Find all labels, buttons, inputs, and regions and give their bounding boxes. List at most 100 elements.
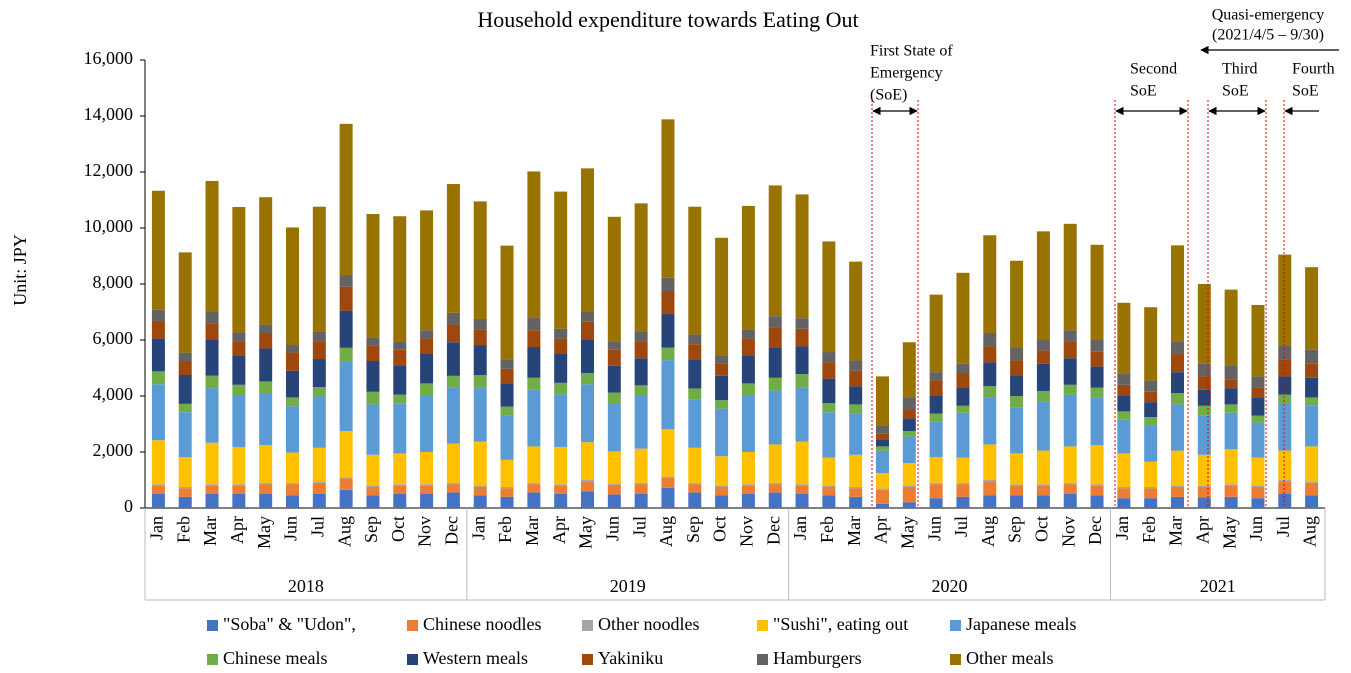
bar-segment <box>259 494 273 508</box>
bar-segment <box>312 396 326 448</box>
bar-segment <box>420 383 434 396</box>
bar-segment <box>1224 388 1238 405</box>
bar-segment <box>473 201 487 319</box>
bar-segment <box>581 481 594 492</box>
bar-segment <box>259 381 273 395</box>
bar-segment <box>983 362 997 387</box>
bar-segment <box>902 436 916 464</box>
bar-segment <box>312 331 326 342</box>
bar-segment <box>500 383 514 407</box>
annotation-text: Third <box>1222 61 1258 78</box>
x-tick-label: Sep <box>361 516 381 543</box>
bar-segment <box>420 494 434 508</box>
bar-segment <box>1305 446 1319 482</box>
bar-segment <box>741 355 755 384</box>
bar-segment <box>286 452 299 483</box>
bar-segment <box>715 485 729 487</box>
y-axis-label: Unit: JPY <box>10 234 30 306</box>
bar-segment <box>849 360 863 371</box>
bar-segment <box>1251 415 1265 423</box>
bar-segment <box>286 397 299 407</box>
bar-segment <box>1171 341 1184 354</box>
bar-segment <box>1010 360 1024 376</box>
legend-label: "Soba" & "Udon", <box>223 614 356 634</box>
bar-segment <box>822 352 836 363</box>
bar-segment <box>205 485 219 494</box>
bar-segment <box>554 484 568 486</box>
bar-segment <box>902 502 916 508</box>
bar-segment <box>178 252 192 353</box>
bar-segment <box>688 334 702 345</box>
bar-segment <box>1197 415 1211 455</box>
bar-segment <box>151 494 165 508</box>
bar-segment <box>393 494 407 508</box>
legend-swatch <box>950 654 961 665</box>
bar-segment <box>393 216 407 342</box>
x-tick-label: Mar <box>200 516 220 546</box>
bar-segment <box>1251 376 1265 388</box>
bar-segment <box>151 371 165 385</box>
bar-segment <box>688 359 702 389</box>
bar-segment <box>715 400 729 409</box>
bar-segment <box>339 347 353 362</box>
bar-segment <box>1063 341 1077 359</box>
bar-segment <box>1090 340 1104 352</box>
bar-segment <box>312 341 326 360</box>
bar-segment <box>956 496 970 508</box>
bar-segment <box>286 406 299 453</box>
bar-segment <box>1171 496 1184 508</box>
bar-segment <box>366 337 380 346</box>
bar-segment <box>1251 397 1265 416</box>
bar-segment <box>205 494 219 508</box>
x-tick-label: Aug <box>656 516 676 547</box>
bar-segment <box>366 485 380 487</box>
bar-segment <box>1305 482 1319 496</box>
bar-segment <box>554 338 568 354</box>
bar-segment <box>581 168 594 312</box>
bar-segment <box>554 485 568 494</box>
bar-segment <box>473 329 487 346</box>
bar-segment <box>554 354 568 383</box>
bar-segment <box>768 377 782 391</box>
bar-segment <box>205 312 219 324</box>
bar-segment <box>500 496 514 508</box>
x-tick-label: Apr <box>549 516 569 544</box>
legend-label: Other meals <box>966 648 1053 668</box>
bar-segment <box>1010 260 1024 348</box>
bar-segment <box>822 495 836 508</box>
bar-segment <box>366 487 380 496</box>
x-tick-label: Nov <box>1058 516 1078 547</box>
x-tick-label: Mar <box>844 516 864 546</box>
x-tick-label: Dec <box>763 516 783 545</box>
bar-segment <box>473 319 487 330</box>
bar-segment <box>661 478 675 488</box>
bar-segment <box>1305 349 1319 364</box>
x-tick-label: Sep <box>1005 516 1025 543</box>
bar-segment <box>312 482 326 494</box>
bar-segment <box>339 478 353 490</box>
bar-segment <box>178 457 192 487</box>
bar-segment <box>1117 487 1131 489</box>
bar-segment <box>1171 485 1184 487</box>
bar-segment <box>1144 380 1158 392</box>
bar-segment <box>795 387 809 442</box>
bar-segment <box>1224 404 1238 413</box>
x-tick-label: Dec <box>442 516 462 545</box>
bar-segment <box>607 349 621 366</box>
bar-segment <box>473 485 487 487</box>
bar-segment <box>473 495 487 508</box>
bar-segment <box>259 333 273 349</box>
bar-segment <box>741 396 755 452</box>
bar-segment <box>1036 495 1050 508</box>
annotation-text: SoE <box>1130 83 1157 100</box>
bar-segment <box>1063 484 1077 494</box>
x-tick-label: Feb <box>1139 516 1159 543</box>
bar-segment <box>1010 396 1024 408</box>
bar-segment <box>232 494 246 508</box>
legend-swatch <box>582 620 593 631</box>
bar-segment <box>446 312 460 325</box>
bar-segment <box>1251 457 1265 486</box>
bar-segment <box>795 374 809 388</box>
bar-segment <box>446 342 460 376</box>
